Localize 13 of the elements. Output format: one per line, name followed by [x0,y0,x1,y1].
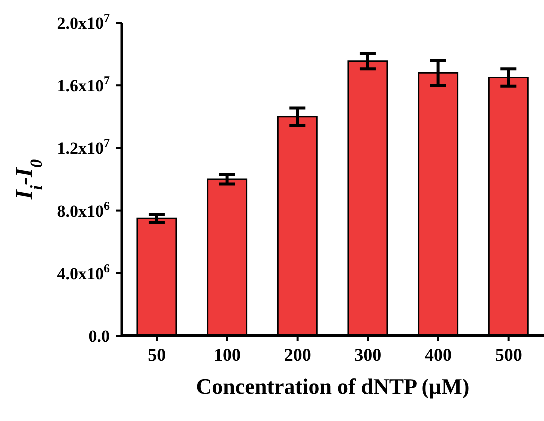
y-tick-label: 1.6x10$^{7}$ [57,74,110,96]
x-tick-label: 200 [284,345,312,365]
x-axis-title: Concentration of dNTP (μM) [196,374,470,399]
x-tick-label: 300 [354,345,382,365]
y-tick-label: 8.0x10$^{6}$ [57,198,110,221]
x-tick-label: 100 [214,345,241,365]
y-tick-label: 2.0x10$^{7}$ [57,11,110,33]
x-tick-label: 50 [148,345,166,365]
y-tick-label: 0.0 [88,327,110,346]
y-tick-label: 1.2x10$^{7}$ [57,136,110,158]
y-tick-label: 4.0x10$^{6}$ [57,261,110,284]
x-tick-label: 500 [495,345,522,365]
x-tick-label: 400 [425,345,452,365]
